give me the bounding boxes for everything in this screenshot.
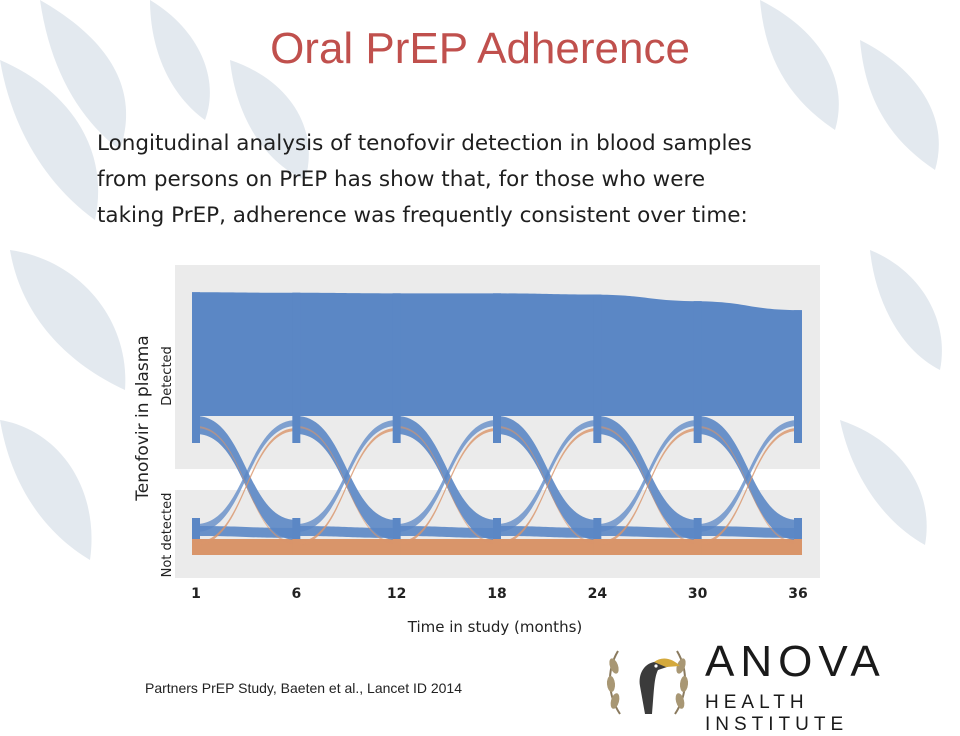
detected-flow-band bbox=[493, 293, 602, 416]
detected-node-bar bbox=[593, 294, 602, 443]
detected-node-bar bbox=[493, 293, 501, 443]
not-detected-blue-band bbox=[697, 526, 798, 538]
x-tick-label: 12 bbox=[387, 586, 406, 602]
slide-body-text: Longitudinal analysis of tenofovir detec… bbox=[97, 126, 837, 234]
alluvial-chart: 1 6 12 18 24 30 36 Detected Not detected Tenof… bbox=[133, 262, 820, 636]
orange-switch-down bbox=[196, 426, 297, 544]
leaf-decoration bbox=[0, 420, 92, 560]
x-tick-label: 6 bbox=[291, 586, 301, 602]
not-detected-orange-node bbox=[292, 539, 301, 555]
not-detected-blue-band bbox=[196, 526, 297, 538]
detected-flow-band bbox=[693, 301, 802, 416]
orange-switch-down bbox=[296, 426, 397, 544]
switch-flow-up bbox=[296, 420, 397, 532]
slide-title: Oral PrEP Adherence bbox=[270, 24, 690, 73]
body-line: Longitudinal analysis of tenofovir detec… bbox=[97, 131, 752, 156]
detected-flow-band bbox=[392, 293, 501, 416]
orange-switch-down bbox=[396, 426, 497, 544]
not-detected-flow-band bbox=[296, 539, 397, 555]
not-detected-orange-node bbox=[392, 539, 401, 555]
category-label-detected: Detected bbox=[160, 346, 175, 406]
switch-flow-up bbox=[196, 420, 297, 532]
leaf-decoration bbox=[870, 250, 942, 370]
not-detected-blue-band bbox=[597, 526, 698, 538]
orange-switch-up bbox=[697, 428, 798, 545]
not-detected-blue-band bbox=[296, 526, 397, 538]
not-detected-flow-band bbox=[697, 539, 798, 555]
category-label-not-detected: Not detected bbox=[160, 493, 175, 578]
orange-switch-up bbox=[497, 428, 598, 545]
not-detected-flow-band bbox=[396, 539, 497, 555]
switch-flow-up bbox=[497, 420, 598, 532]
orange-switch-up bbox=[597, 428, 698, 545]
detected-flow-band bbox=[292, 292, 401, 416]
not-detected-orange-node bbox=[493, 539, 501, 555]
orange-switch-down bbox=[497, 426, 598, 544]
not-detected-flow-band bbox=[497, 539, 598, 555]
detected-node-bar bbox=[192, 292, 200, 443]
leaf-decoration bbox=[150, 0, 210, 120]
not-detected-orange-node bbox=[192, 539, 200, 555]
not-detected-blue-band bbox=[396, 526, 497, 538]
not-detected-node-bar bbox=[292, 518, 301, 540]
detected-node-bar bbox=[693, 301, 702, 443]
not-detected-orange-node bbox=[693, 539, 702, 555]
leaf-decoration bbox=[860, 40, 939, 170]
x-tick-label: 1 bbox=[191, 586, 201, 602]
not-detected-node-bar bbox=[192, 518, 200, 540]
detected-node-bar bbox=[292, 292, 301, 443]
leaf-decoration bbox=[840, 420, 927, 545]
not-detected-blue-band bbox=[497, 526, 598, 538]
logo-wordmark: ANOVA bbox=[705, 637, 886, 686]
x-tick-label: 30 bbox=[688, 586, 708, 602]
flow-layer bbox=[192, 292, 802, 555]
detected-flow-band bbox=[593, 294, 702, 416]
switch-flow-up bbox=[597, 420, 698, 532]
x-axis-label: Time in study (months) bbox=[407, 618, 583, 636]
x-tick-label: 36 bbox=[788, 586, 807, 602]
citation: Partners PrEP Study, Baeten et al., Lanc… bbox=[145, 680, 463, 696]
leaf-decoration bbox=[230, 60, 309, 180]
hornbill-bird-icon bbox=[606, 650, 689, 715]
not-detected-flow-band bbox=[196, 539, 297, 555]
orange-switch-up bbox=[396, 428, 497, 545]
body-line: taking PrEP, adherence was frequently co… bbox=[97, 203, 748, 228]
not-detected-node-bar bbox=[392, 518, 401, 540]
leaf-decoration bbox=[760, 0, 839, 130]
switch-flow-up bbox=[697, 420, 798, 532]
orange-switch-up bbox=[196, 428, 297, 545]
detected-node-bar bbox=[392, 293, 401, 443]
detected-node-bar bbox=[794, 310, 802, 443]
not-detected-node-bar bbox=[693, 518, 702, 540]
not-detected-orange-node bbox=[593, 539, 602, 555]
switch-flow-up bbox=[396, 420, 497, 532]
not-detected-node-bar bbox=[593, 518, 602, 540]
not-detected-node-bar bbox=[794, 518, 802, 540]
tick-layer: 1 6 12 18 24 30 36 bbox=[191, 586, 808, 602]
orange-switch-down bbox=[697, 426, 798, 544]
not-detected-orange-node bbox=[794, 539, 802, 555]
leaf-decoration bbox=[10, 250, 126, 390]
detected-flow-band bbox=[192, 292, 301, 416]
orange-switch-down bbox=[597, 426, 698, 544]
logo-tagline: HEALTH INSTITUTE bbox=[705, 692, 849, 735]
leaf-decoration bbox=[40, 0, 127, 150]
background-leaf-pattern bbox=[0, 0, 942, 560]
y-axis-label: Tenofovir in plasma bbox=[133, 335, 153, 501]
x-tick-label: 18 bbox=[487, 586, 506, 602]
not-detected-flow-band bbox=[597, 539, 698, 555]
body-line: from persons on PrEP has show that, for … bbox=[97, 167, 706, 192]
leaf-decoration bbox=[0, 60, 99, 220]
not-detected-node-bar bbox=[493, 518, 501, 540]
x-tick-label: 24 bbox=[588, 586, 608, 602]
orange-switch-up bbox=[296, 428, 397, 545]
anova-logo: ANOVA HEALTH INSTITUTE bbox=[600, 636, 945, 735]
